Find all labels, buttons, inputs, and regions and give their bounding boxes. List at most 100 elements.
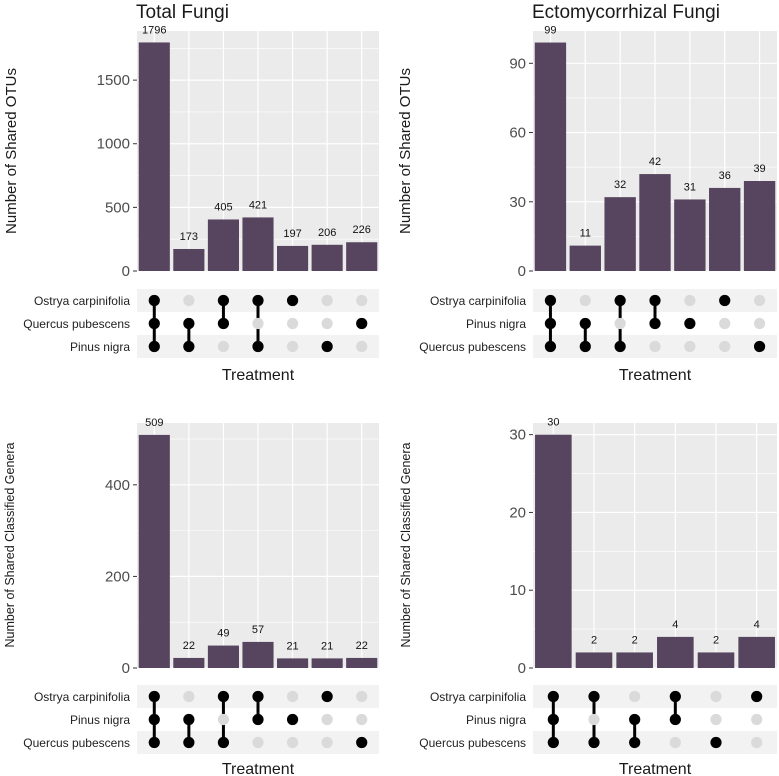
bar bbox=[346, 242, 378, 271]
bar-value-label: 21 bbox=[321, 640, 333, 652]
bar bbox=[709, 187, 741, 271]
bar-value-label: 1796 bbox=[142, 24, 166, 36]
matrix-dot-inactive bbox=[183, 294, 195, 307]
matrix-dot-active bbox=[321, 690, 333, 703]
matrix-dot-active bbox=[547, 690, 559, 703]
matrix-dot-active bbox=[321, 340, 333, 353]
bar-value-label: 2 bbox=[713, 634, 719, 646]
bar bbox=[569, 245, 601, 271]
bar bbox=[207, 645, 239, 668]
matrix-dot-inactive bbox=[321, 317, 333, 330]
matrix-dot-active bbox=[148, 294, 160, 307]
y-axis-label: Number of Shared OTUs bbox=[397, 68, 414, 234]
bar bbox=[138, 434, 170, 668]
bar-value-label: 49 bbox=[217, 628, 229, 640]
matrix-dot-inactive bbox=[183, 690, 195, 703]
bar-value-label: 509 bbox=[145, 417, 163, 429]
matrix-dot-inactive bbox=[579, 294, 591, 307]
matrix-dot-active bbox=[252, 713, 264, 726]
matrix-dot-inactive bbox=[356, 294, 368, 307]
matrix-dot-active bbox=[719, 294, 731, 307]
matrix-dot-active bbox=[148, 340, 160, 353]
bar bbox=[277, 245, 309, 271]
bar bbox=[277, 658, 309, 668]
matrix-dot-active bbox=[669, 690, 681, 703]
set-label: Ostrya carpinifolia bbox=[34, 690, 130, 704]
bar bbox=[242, 217, 274, 271]
matrix-dot-active bbox=[649, 317, 661, 330]
set-label: Quercus pubescens bbox=[419, 340, 526, 354]
matrix-dot-active bbox=[148, 317, 160, 330]
matrix-dot-inactive bbox=[719, 340, 731, 353]
matrix-dot-active bbox=[547, 713, 559, 726]
matrix-dot-active bbox=[751, 690, 763, 703]
matrix-dot-inactive bbox=[753, 294, 766, 307]
set-label: Pinus nigra bbox=[70, 340, 130, 354]
x-axis-label: Treatment bbox=[222, 761, 295, 776]
y-tick-label: 200 bbox=[105, 568, 130, 585]
y-axis-label: Number of Shared Classified Genera bbox=[3, 442, 17, 647]
y-tick-label: 90 bbox=[509, 55, 526, 72]
bar-value-label: 2 bbox=[591, 634, 597, 646]
y-tick-label: 0 bbox=[122, 660, 130, 677]
matrix-stripe bbox=[533, 685, 777, 708]
y-tick-label: 500 bbox=[105, 199, 130, 216]
matrix-dot-active bbox=[544, 294, 557, 307]
upset-panel: 0 30 60 90 99 11 32 42 31 36 39 Ectomycorrhizal Fun… bbox=[397, 2, 777, 384]
matrix-dot-active bbox=[547, 736, 559, 749]
matrix-dot-active bbox=[669, 713, 681, 726]
matrix-dot-inactive bbox=[217, 340, 230, 353]
matrix-dot-inactive bbox=[286, 690, 299, 703]
matrix-stripe bbox=[533, 731, 777, 754]
matrix-dot-active bbox=[148, 736, 160, 749]
y-axis-label: Number of Shared Classified Genera bbox=[399, 442, 413, 647]
bar-value-label: 31 bbox=[684, 181, 696, 193]
matrix-dot-inactive bbox=[629, 690, 641, 703]
upset-panel: 0 10 20 30 30 2 2 4 2 4 Number of Shared Classifie… bbox=[399, 417, 777, 776]
panel-title: Ectomycorrhizal Fungi bbox=[532, 2, 720, 23]
matrix-dot-active bbox=[252, 690, 264, 703]
matrix-dot-active bbox=[217, 736, 230, 749]
matrix-dot-active bbox=[588, 690, 600, 703]
set-label: Ostrya carpinifolia bbox=[430, 690, 526, 704]
bar-value-label: 226 bbox=[353, 224, 371, 236]
x-axis-label: Treatment bbox=[619, 367, 692, 384]
bar bbox=[346, 657, 378, 668]
matrix-dot-active bbox=[544, 317, 557, 330]
bar bbox=[575, 652, 613, 668]
x-axis-label: Treatment bbox=[222, 367, 295, 384]
matrix-dot-inactive bbox=[649, 340, 661, 353]
bar-value-label: 57 bbox=[252, 624, 264, 636]
set-label: Pinus nigra bbox=[70, 713, 130, 727]
matrix-dot-inactive bbox=[217, 713, 230, 726]
bar bbox=[173, 657, 205, 668]
matrix-dot-active bbox=[183, 340, 195, 353]
matrix-dot-inactive bbox=[669, 736, 681, 749]
y-tick-label: 1500 bbox=[97, 72, 130, 89]
bar bbox=[242, 641, 274, 668]
set-label: Quercus pubescens bbox=[419, 736, 526, 750]
matrix-dot-inactive bbox=[684, 294, 696, 307]
bar bbox=[534, 42, 567, 272]
matrix-dot-active bbox=[183, 736, 195, 749]
matrix-dot-active bbox=[649, 294, 661, 307]
matrix-dot-active bbox=[252, 294, 264, 307]
bar-value-label: 22 bbox=[356, 640, 368, 652]
matrix-dot-inactive bbox=[286, 340, 299, 353]
bar-value-label: 30 bbox=[547, 417, 559, 429]
matrix-dot-inactive bbox=[252, 317, 264, 330]
upset-panel: 0 500 1000 1500 1796 173 405 421 197 206 226 Total … bbox=[3, 2, 379, 384]
matrix-dot-active bbox=[356, 317, 368, 330]
bar-value-label: 21 bbox=[286, 640, 298, 652]
matrix-dot-active bbox=[629, 736, 641, 749]
bar bbox=[173, 248, 205, 271]
matrix-dot-inactive bbox=[753, 317, 766, 330]
set-label: Ostrya carpinifolia bbox=[430, 294, 526, 308]
bar bbox=[743, 181, 776, 271]
upset-panel: 0 200 400 509 22 49 57 21 21 22 Number of Shared C… bbox=[3, 417, 379, 776]
matrix-dot-active bbox=[356, 736, 368, 749]
bar bbox=[311, 244, 343, 271]
matrix-dot-inactive bbox=[286, 736, 299, 749]
y-tick-label: 1000 bbox=[97, 136, 130, 153]
